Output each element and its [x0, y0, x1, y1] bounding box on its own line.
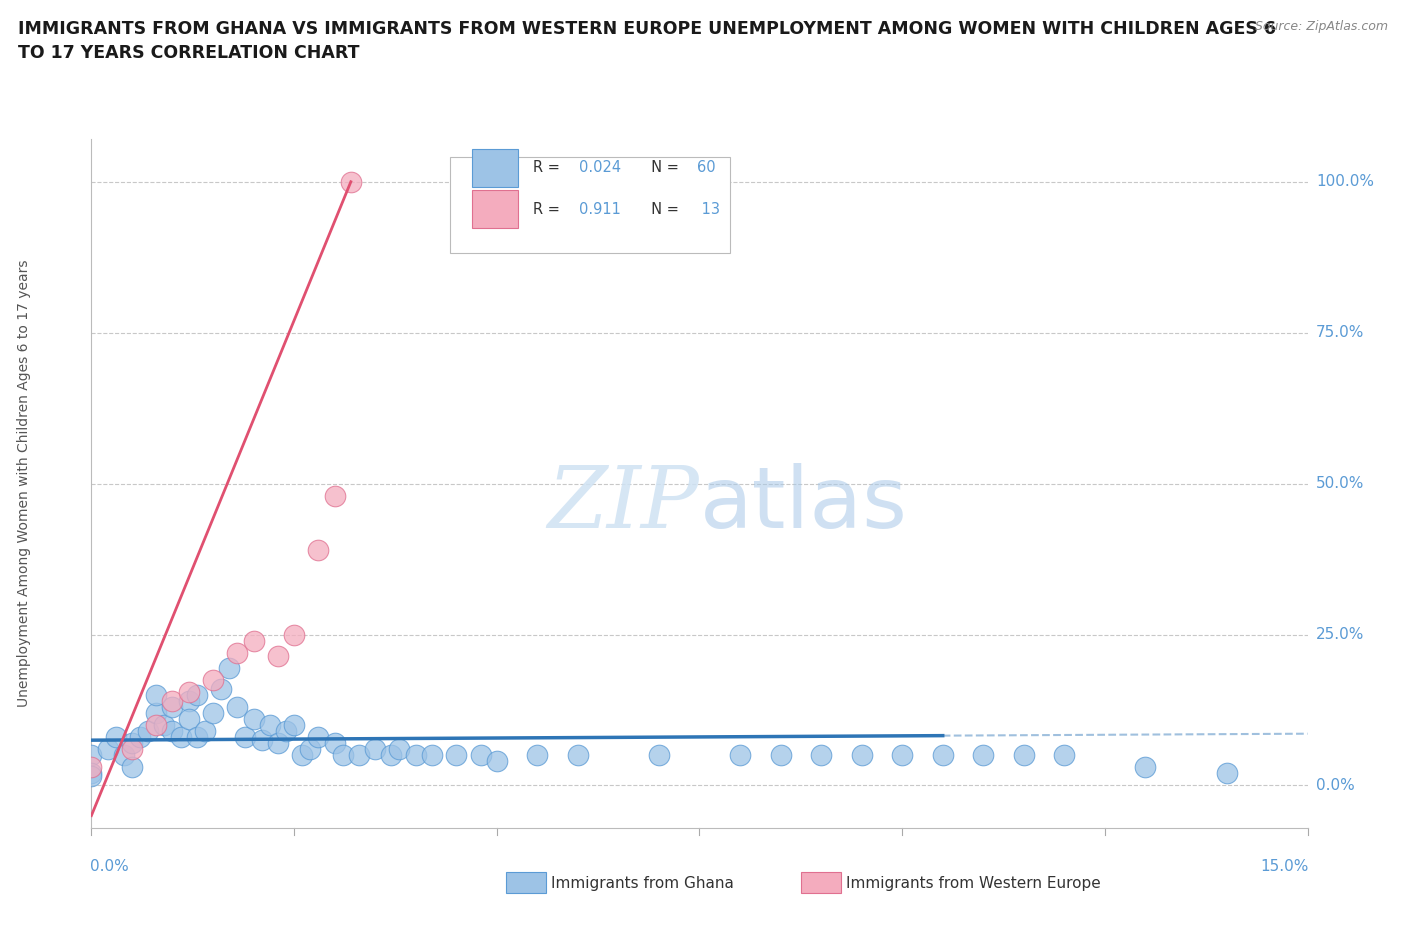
Point [209, 682, 232, 697]
Point [121, 736, 143, 751]
Point [891, 748, 914, 763]
Point [218, 660, 240, 675]
Text: 60: 60 [697, 160, 716, 175]
Text: N =: N = [643, 202, 683, 217]
Point [136, 724, 159, 738]
Point [405, 748, 427, 763]
Point [1215, 766, 1237, 781]
Point [97, 742, 120, 757]
Point [177, 694, 200, 709]
Text: 75.0%: 75.0% [1316, 326, 1364, 340]
Point [80, 760, 103, 775]
Point [242, 633, 264, 648]
Point [444, 748, 467, 763]
Point [145, 706, 167, 721]
Point [1012, 748, 1035, 763]
Point [307, 730, 329, 745]
Point [162, 694, 184, 709]
Text: Unemployment Among Women with Children Ages 6 to 17 years: Unemployment Among Women with Children A… [17, 259, 31, 708]
Text: 0.0%: 0.0% [90, 858, 129, 873]
Point [274, 724, 297, 738]
Point [648, 748, 671, 763]
Point [169, 730, 191, 745]
Text: 50.0%: 50.0% [1316, 476, 1364, 491]
Text: N =: N = [643, 160, 683, 175]
Point [931, 748, 953, 763]
Point [235, 730, 257, 745]
Text: 25.0%: 25.0% [1316, 627, 1364, 642]
Point [810, 748, 832, 763]
Point [323, 736, 346, 751]
Point [380, 748, 402, 763]
Point [259, 718, 281, 733]
Point [1053, 748, 1076, 763]
Text: ZIP: ZIP [547, 463, 699, 546]
Text: 15.0%: 15.0% [1260, 858, 1309, 873]
Point [388, 742, 411, 757]
Point [323, 488, 346, 503]
Point [526, 748, 548, 763]
Point [202, 706, 225, 721]
Point [186, 730, 208, 745]
Point [194, 724, 217, 738]
FancyBboxPatch shape [472, 190, 519, 228]
Point [145, 687, 167, 702]
Point [283, 718, 305, 733]
Point [80, 748, 103, 763]
Text: Immigrants from Ghana: Immigrants from Ghana [551, 876, 734, 891]
Point [420, 748, 443, 763]
Point [80, 769, 103, 784]
Point [162, 699, 184, 714]
Point [129, 730, 152, 745]
Point [121, 760, 143, 775]
Point [104, 730, 127, 745]
Point [299, 742, 322, 757]
Point [291, 748, 314, 763]
Point [332, 748, 354, 763]
Point [162, 724, 184, 738]
Point [250, 733, 273, 748]
Point [769, 748, 792, 763]
Text: atlas: atlas [699, 463, 907, 546]
Point [202, 672, 225, 687]
Point [364, 742, 387, 757]
Point [153, 718, 176, 733]
Text: 13: 13 [697, 202, 720, 217]
Text: TO 17 YEARS CORRELATION CHART: TO 17 YEARS CORRELATION CHART [18, 44, 360, 61]
Point [267, 736, 290, 751]
Text: R =: R = [533, 202, 569, 217]
FancyBboxPatch shape [450, 157, 730, 253]
Point [177, 684, 200, 699]
Point [1135, 760, 1157, 775]
Point [145, 718, 167, 733]
Point [340, 174, 363, 189]
Text: IMMIGRANTS FROM GHANA VS IMMIGRANTS FROM WESTERN EUROPE UNEMPLOYMENT AMONG WOMEN: IMMIGRANTS FROM GHANA VS IMMIGRANTS FROM… [18, 20, 1277, 38]
Point [267, 648, 290, 663]
Point [307, 542, 329, 557]
Point [485, 754, 508, 769]
Text: 0.024: 0.024 [579, 160, 621, 175]
Point [242, 711, 264, 726]
Point [283, 627, 305, 642]
Point [567, 748, 589, 763]
Point [347, 748, 370, 763]
Text: 100.0%: 100.0% [1316, 174, 1374, 190]
Text: 0.911: 0.911 [579, 202, 621, 217]
FancyBboxPatch shape [472, 149, 519, 187]
Point [972, 748, 994, 763]
Point [226, 645, 249, 660]
Text: 0.0%: 0.0% [1316, 777, 1354, 793]
Point [121, 742, 143, 757]
Point [186, 687, 208, 702]
Text: R =: R = [533, 160, 564, 175]
Point [112, 748, 135, 763]
Text: Source: ZipAtlas.com: Source: ZipAtlas.com [1254, 20, 1388, 33]
Point [226, 699, 249, 714]
Point [80, 766, 103, 781]
Text: Immigrants from Western Europe: Immigrants from Western Europe [846, 876, 1101, 891]
Point [177, 711, 200, 726]
Point [470, 748, 492, 763]
Point [728, 748, 751, 763]
Point [851, 748, 873, 763]
